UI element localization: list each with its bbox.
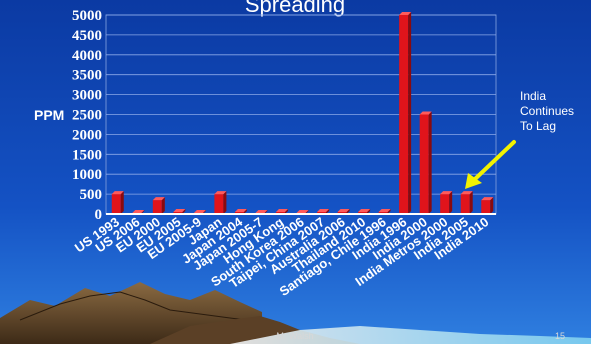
- bar-side: [182, 209, 186, 214]
- bar-top: [317, 209, 330, 213]
- bar-top: [234, 209, 247, 213]
- bar-front: [440, 194, 450, 214]
- arrow-icon: [465, 140, 516, 189]
- bar-top: [358, 209, 371, 213]
- bar-side: [284, 209, 288, 214]
- footer-author: M. Walsh: [276, 331, 313, 341]
- y-tick-labels: 0 500 1000 1500 2000 2500 3000 3500 4000 4500 5000: [72, 8, 102, 223]
- y-tick-label: 3500: [72, 68, 102, 84]
- bar-chart: 0 500 1000 1500 2000 2500 3000 3500 4000 4500 5000…: [34, 8, 497, 299]
- bar-side: [408, 12, 412, 214]
- bar-top: [275, 209, 288, 213]
- annotation-line-1: India: [520, 89, 546, 103]
- bar-top: [460, 191, 473, 195]
- slide-title: Spreading: [245, 0, 345, 17]
- bar-front: [419, 114, 429, 214]
- bar-side: [243, 209, 247, 214]
- y-tick-label: 1500: [72, 147, 102, 163]
- bar-side: [490, 197, 494, 214]
- bar-side: [387, 209, 391, 214]
- bar-top: [193, 210, 206, 213]
- bar-front: [460, 194, 470, 214]
- bar-top: [481, 197, 494, 201]
- y-tick-label: 2500: [72, 108, 102, 124]
- bar-top: [378, 209, 391, 213]
- bar-side: [346, 209, 350, 214]
- annotation-line-3: To Lag: [520, 119, 556, 133]
- y-tick-label: 3000: [72, 88, 102, 104]
- y-tick-label: 4500: [72, 28, 102, 44]
- y-tick-label: 0: [95, 207, 103, 223]
- bar: [399, 12, 412, 214]
- bar-top: [296, 210, 309, 213]
- bar: [152, 197, 165, 214]
- bar-top: [337, 209, 350, 213]
- footer-page-number: 15: [555, 331, 565, 341]
- bar-side: [449, 191, 453, 214]
- y-axis-label: PPM: [34, 107, 64, 123]
- bar-side: [326, 209, 330, 214]
- bar: [111, 191, 124, 214]
- bar-side: [428, 111, 432, 214]
- bar: [419, 111, 432, 214]
- annotation: India Continues To Lag: [465, 89, 577, 189]
- bar-top: [440, 191, 453, 195]
- y-tick-label: 1000: [72, 167, 102, 183]
- bar: [481, 197, 494, 214]
- bar-top: [132, 210, 145, 213]
- bars: [111, 12, 494, 214]
- bar-top: [173, 209, 186, 213]
- bar-top: [152, 197, 165, 201]
- bar-top: [419, 111, 432, 115]
- bar: [440, 191, 453, 214]
- bar-side: [223, 191, 227, 214]
- y-tick-label: 4000: [72, 48, 102, 64]
- bar-side: [367, 209, 371, 214]
- bar-top: [399, 12, 412, 15]
- bar-front: [399, 15, 409, 214]
- bar-side: [161, 197, 165, 214]
- bar-front: [481, 200, 491, 214]
- bar-front: [152, 200, 162, 214]
- y-tick-label: 5000: [72, 8, 102, 24]
- bar-side: [120, 191, 124, 214]
- annotation-text: India Continues To Lag: [520, 89, 577, 133]
- bar-front: [111, 194, 121, 214]
- bar-top: [255, 210, 268, 213]
- bar: [460, 191, 473, 214]
- landscape-decoration: [0, 282, 591, 344]
- bar-top: [214, 191, 227, 195]
- bar-side: [469, 191, 473, 214]
- annotation-line-2: Continues: [520, 104, 574, 118]
- y-tick-label: 2000: [72, 127, 102, 143]
- bar-front: [214, 194, 224, 214]
- bar: [214, 191, 227, 214]
- y-tick-label: 500: [80, 187, 103, 203]
- bar-top: [111, 191, 124, 195]
